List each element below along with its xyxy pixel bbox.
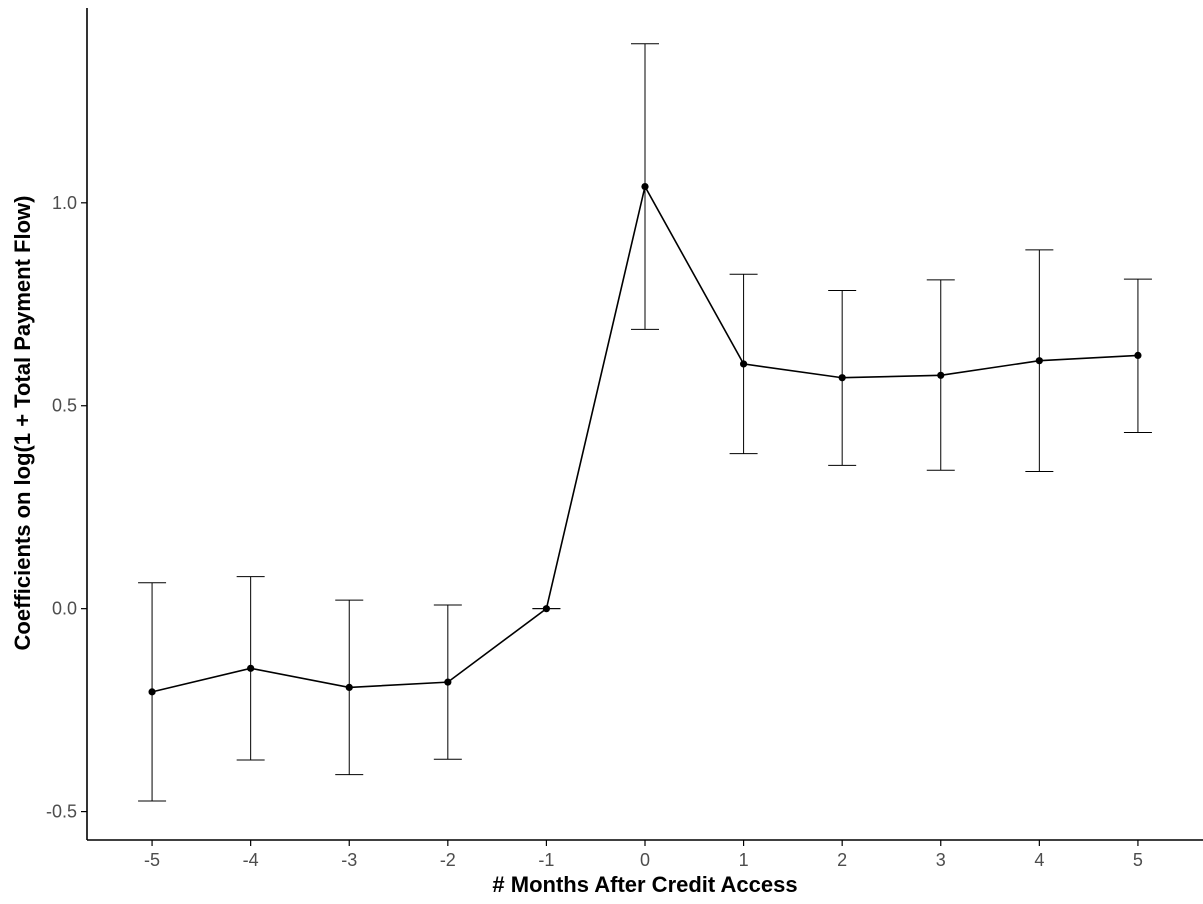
x-tick-label: -2 <box>440 850 456 870</box>
y-ticks: -0.5 0.0 0.5 1.0 <box>46 193 87 822</box>
data-point <box>838 374 846 382</box>
error-bars <box>138 43 1152 802</box>
x-tick-label: 2 <box>837 850 847 870</box>
data-point <box>937 371 945 379</box>
x-tick-label: -3 <box>341 850 357 870</box>
x-axis-title: # Months After Credit Access <box>492 872 797 897</box>
data-point <box>247 664 255 672</box>
y-tick-label: 0.0 <box>52 599 77 619</box>
data-point <box>1035 357 1043 365</box>
x-tick-label: 1 <box>739 850 749 870</box>
x-tick-label: -5 <box>144 850 160 870</box>
x-tick-label: 3 <box>936 850 946 870</box>
data-point <box>345 683 353 691</box>
data-point <box>1134 351 1142 360</box>
x-ticks: -5 -4 -3 -2 -1 0 1 2 3 4 5 <box>144 840 1143 870</box>
x-tick-label: -4 <box>243 850 259 870</box>
y-tick-label: 0.5 <box>52 396 77 416</box>
data-point <box>148 688 156 696</box>
data-point <box>739 360 748 368</box>
y-tick-label: -0.5 <box>46 802 77 822</box>
data-point <box>444 678 452 686</box>
x-tick-label: -1 <box>538 850 554 870</box>
data-point <box>542 605 551 613</box>
data-points <box>148 182 1142 696</box>
x-tick-label: 4 <box>1034 850 1044 870</box>
y-axis-title: Coefficients on log(1 + Total Payment Fl… <box>10 196 35 651</box>
y-tick-label: 1.0 <box>52 193 77 213</box>
x-tick-label: 5 <box>1133 850 1143 870</box>
x-tick-label: 0 <box>640 850 650 870</box>
data-point <box>641 182 649 191</box>
